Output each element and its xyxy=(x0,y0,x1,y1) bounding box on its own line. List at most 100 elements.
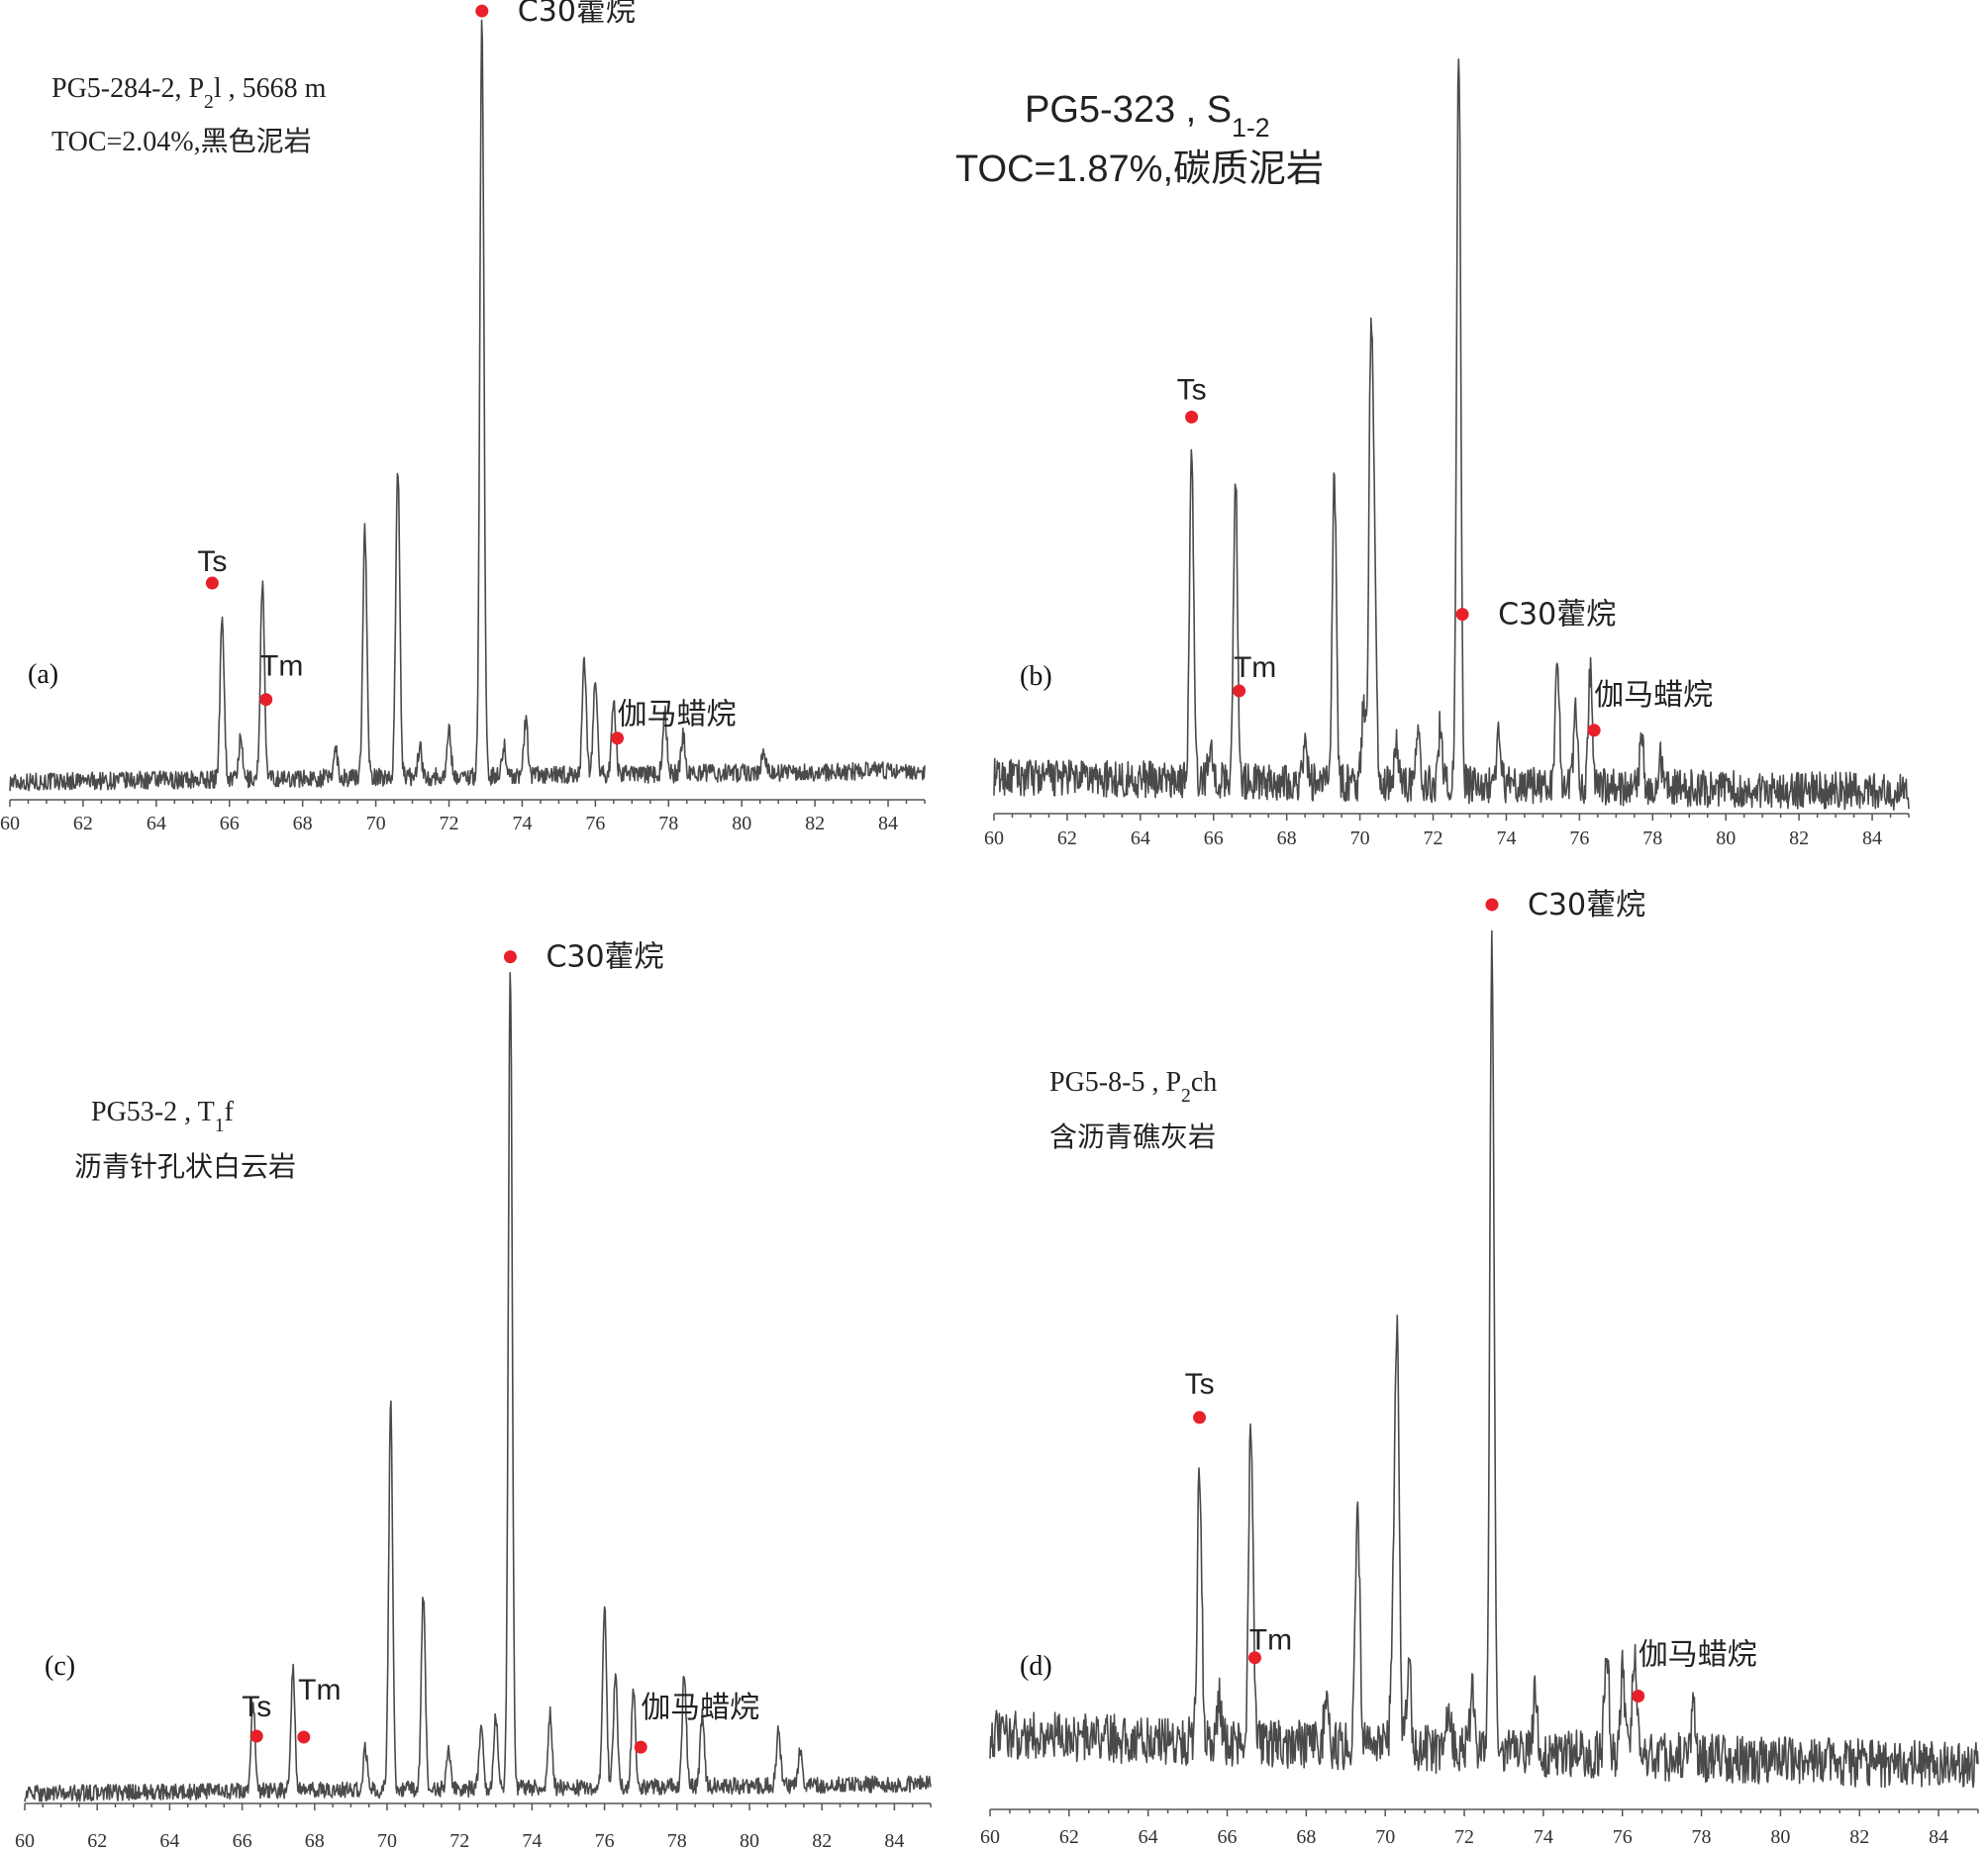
peak-label: C30藿烷 xyxy=(546,940,663,975)
sample-info-line: 含沥青礁灰岩 xyxy=(1049,1121,1216,1153)
peak-label: 伽马蜡烷 xyxy=(1639,1637,1757,1672)
x-tick-label: 64 xyxy=(159,1830,179,1850)
peak-marker xyxy=(1185,410,1199,424)
peak-marker xyxy=(259,693,273,707)
x-tick-label: 80 xyxy=(732,813,751,834)
peak-marker xyxy=(1247,1651,1261,1665)
x-tick-label: 76 xyxy=(1569,828,1589,849)
x-tick-label: 82 xyxy=(1789,828,1809,849)
peak-label: Ts xyxy=(197,545,227,578)
x-tick-label: 74 xyxy=(522,1830,542,1850)
x-tick-label: 84 xyxy=(878,813,898,834)
panel-label: (a) xyxy=(28,659,58,690)
sample-info-line: PG53-2 , T1f xyxy=(91,1097,235,1136)
chromatogram-trace xyxy=(9,19,926,792)
peak-marker xyxy=(249,1729,263,1743)
x-tick-label: 60 xyxy=(980,1826,1000,1848)
x-tick-label: 72 xyxy=(449,1830,469,1850)
peak-marker xyxy=(1587,724,1601,737)
x-tick-label: 72 xyxy=(1454,1826,1474,1848)
x-tick-label: 64 xyxy=(1131,828,1150,849)
peak-marker xyxy=(1193,1411,1207,1424)
x-tick-label: 68 xyxy=(305,1830,325,1850)
x-tick-label: 68 xyxy=(293,813,313,834)
chromatogram-panel-a: 60 62 64 66 68 70 72 74 76 78 80 82 84 (a) PG5-284-2, … xyxy=(0,0,926,834)
x-tick-label: 80 xyxy=(1770,1826,1790,1848)
x-tick-label: 76 xyxy=(585,813,605,834)
x-tick-label: 74 xyxy=(512,813,532,834)
x-tick-label: 72 xyxy=(1424,828,1443,849)
peak-marker xyxy=(1485,898,1499,912)
peak-label: 伽马蜡烷 xyxy=(618,698,737,732)
peak-label: Tm xyxy=(260,650,303,683)
x-tick-label: 62 xyxy=(1059,1826,1079,1848)
x-tick-label: 82 xyxy=(812,1830,832,1850)
x-tick-label: 82 xyxy=(805,813,825,834)
x-tick-label: 62 xyxy=(87,1830,107,1850)
x-tick-label: 78 xyxy=(658,813,678,834)
chromatogram-trace xyxy=(24,972,932,1802)
peak-marker xyxy=(634,1740,647,1754)
peak-label: Ts xyxy=(242,1691,271,1723)
x-tick-label: 66 xyxy=(1204,828,1224,849)
x-tick-label: 64 xyxy=(1139,1826,1158,1848)
peak-label: Ts xyxy=(1177,373,1207,406)
sample-info-line: 沥青针孔状白云岩 xyxy=(74,1151,296,1183)
sample-info-line: PG5-323 , S1-2 xyxy=(1025,89,1270,143)
x-tick-label: 78 xyxy=(1692,1826,1712,1848)
sample-info-line: PG5-284-2, P2l , 5668 m xyxy=(51,73,327,113)
sample-info-line: PG5-8-5 , P2ch xyxy=(1049,1067,1217,1107)
peak-marker xyxy=(611,731,625,745)
x-tick-label: 60 xyxy=(984,828,1004,849)
x-tick-label: 78 xyxy=(667,1830,687,1850)
x-tick-label: 74 xyxy=(1496,828,1516,849)
x-tick-label: 80 xyxy=(1716,828,1736,849)
peak-marker xyxy=(297,1730,311,1744)
x-tick-label: 84 xyxy=(1862,828,1882,849)
chromatogram-panel-b: 60 62 64 66 68 70 72 74 76 78 80 82 84 (b) PG5-323 , S… xyxy=(955,58,1910,849)
peak-marker xyxy=(475,4,489,18)
peak-marker xyxy=(1233,684,1246,698)
x-tick-label: 78 xyxy=(1642,828,1662,849)
x-tick-label: 70 xyxy=(1350,828,1370,849)
sample-info-line: TOC=2.04%,黑色泥岩 xyxy=(51,126,312,157)
x-tick-label: 62 xyxy=(73,813,93,834)
peak-label: C30藿烷 xyxy=(1528,888,1645,923)
x-tick-label: 66 xyxy=(233,1830,252,1850)
x-tick-label: 68 xyxy=(1296,1826,1316,1848)
chromatogram-trace xyxy=(993,58,1910,811)
x-tick-label: 70 xyxy=(366,813,386,834)
peak-label: Tm xyxy=(1234,651,1276,684)
chromatogram-panel-c: 60 62 64 66 68 70 72 74 76 78 80 82 84 (c) PG53-2 , T1… xyxy=(15,940,932,1850)
peak-marker xyxy=(205,576,219,590)
x-tick-label: 80 xyxy=(740,1830,759,1850)
x-tick-label: 72 xyxy=(440,813,459,834)
peak-label: Tm xyxy=(1249,1624,1292,1657)
peak-label: 伽马蜡烷 xyxy=(641,1691,759,1725)
x-tick-label: 76 xyxy=(1613,1826,1633,1848)
panel-label: (b) xyxy=(1020,661,1052,692)
x-tick-label: 70 xyxy=(1375,1826,1395,1848)
peak-label: C30藿烷 xyxy=(1498,598,1616,633)
x-tick-label: 60 xyxy=(15,1830,35,1850)
panel-label: (c) xyxy=(45,1651,75,1682)
x-tick-label: 70 xyxy=(377,1830,397,1850)
x-tick-label: 64 xyxy=(147,813,166,834)
peak-marker xyxy=(1455,608,1469,622)
sample-info-line: TOC=1.87%,碳质泥岩 xyxy=(955,148,1324,190)
x-tick-label: 68 xyxy=(1277,828,1297,849)
x-tick-label: 66 xyxy=(1218,1826,1238,1848)
chromatogram-panel-d: 60 62 64 66 68 70 72 74 76 78 80 82 84 (d) PG5-8-5 , P… xyxy=(980,888,1979,1848)
peak-label: 伽马蜡烷 xyxy=(1594,678,1713,713)
x-tick-label: 84 xyxy=(884,1830,904,1850)
x-tick-label: 76 xyxy=(595,1830,615,1850)
x-tick-label: 74 xyxy=(1534,1826,1553,1848)
x-tick-label: 84 xyxy=(1929,1826,1948,1848)
peak-label: Ts xyxy=(1185,1368,1215,1401)
chromatogram-trace xyxy=(989,929,1979,1789)
peak-marker xyxy=(503,950,517,964)
panel-label: (d) xyxy=(1020,1651,1052,1682)
x-tick-label: 66 xyxy=(220,813,240,834)
x-tick-label: 60 xyxy=(0,813,20,834)
